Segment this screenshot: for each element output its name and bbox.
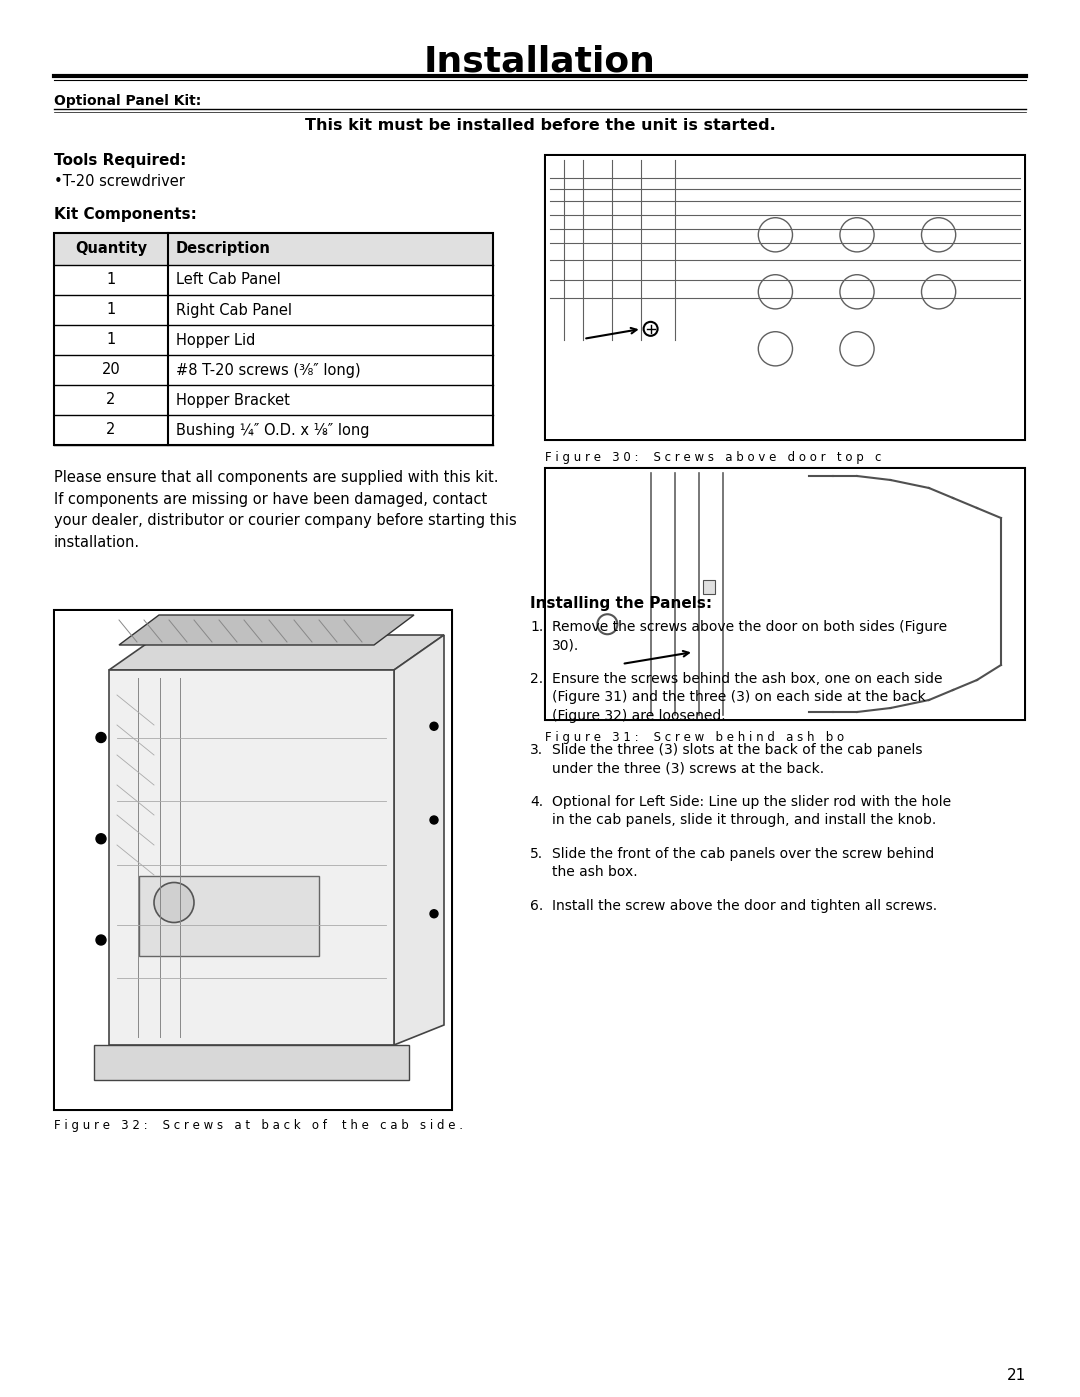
Text: Tools Required:: Tools Required: [54, 154, 187, 169]
Circle shape [154, 883, 194, 922]
Text: 20: 20 [102, 362, 120, 377]
Text: Hopper Lid: Hopper Lid [176, 332, 255, 348]
Text: Kit Components:: Kit Components: [54, 208, 197, 222]
Text: Slide the three (3) slots at the back of the cab panels
under the three (3) scre: Slide the three (3) slots at the back of… [552, 743, 922, 775]
Text: 6.: 6. [530, 900, 543, 914]
Bar [545, 155, 1025, 440]
Text: 4.: 4. [530, 795, 543, 809]
Bar [703, 580, 715, 595]
Text: F i g u r e   3 1 :    S c r e w   b e h i n d   a s h   b o: F i g u r e 3 1 : S c r e w b e h i n d … [545, 731, 845, 743]
Text: 2: 2 [106, 393, 116, 408]
Circle shape [430, 909, 438, 918]
Text: Description: Description [176, 242, 271, 257]
Bar [54, 610, 453, 1111]
Circle shape [96, 935, 106, 944]
Text: 2.: 2. [530, 672, 543, 686]
Bar [109, 671, 394, 1045]
Text: F i g u r e   3 0 :    S c r e w s   a b o v e   d o o r   t o p   c: F i g u r e 3 0 : S c r e w s a b o v e … [545, 450, 881, 464]
Text: 1: 1 [106, 332, 116, 348]
Bar [94, 1045, 409, 1080]
Text: 3.: 3. [530, 743, 543, 757]
Text: Installing the Panels:: Installing the Panels: [530, 597, 712, 610]
Text: Ensure the screws behind the ash box, one on each side
(Figure 31) and the three: Ensure the screws behind the ash box, on… [552, 672, 943, 722]
Text: 1: 1 [106, 303, 116, 317]
Text: Install the screw above the door and tighten all screws.: Install the screw above the door and tig… [552, 900, 937, 914]
Text: Quantity: Quantity [75, 242, 147, 257]
Bar [545, 468, 1025, 719]
Circle shape [96, 834, 106, 844]
Text: F i g u r e   3 2 :    S c r e w s   a t   b a c k   o f    t h e   c a b   s i : F i g u r e 3 2 : S c r e w s a t b a c … [54, 1119, 463, 1133]
Text: Left Cab Panel: Left Cab Panel [176, 272, 281, 288]
Circle shape [96, 732, 106, 742]
Text: Bushing ¼″ O.D. x ⅛″ long: Bushing ¼″ O.D. x ⅛″ long [176, 422, 369, 437]
Bar [546, 469, 1024, 719]
Text: Right Cab Panel: Right Cab Panel [176, 303, 292, 317]
Bar [55, 610, 451, 1109]
Text: 5.: 5. [530, 847, 543, 861]
Circle shape [430, 722, 438, 731]
Polygon shape [109, 636, 444, 671]
Circle shape [430, 816, 438, 824]
Text: #8 T-20 screws (³⁄₈″ long): #8 T-20 screws (³⁄₈″ long) [176, 362, 361, 377]
Circle shape [644, 321, 658, 335]
Text: Optional Panel Kit:: Optional Panel Kit: [54, 94, 201, 108]
Polygon shape [119, 615, 414, 645]
Text: Optional for Left Side: Line up the slider rod with the hole
in the cab panels, : Optional for Left Side: Line up the slid… [552, 795, 951, 827]
Bar [54, 233, 492, 265]
Text: Hopper Bracket: Hopper Bracket [176, 393, 289, 408]
Text: 1.: 1. [530, 620, 543, 634]
Polygon shape [394, 636, 444, 1045]
Text: 1: 1 [106, 272, 116, 288]
Text: •T-20 screwdriver: •T-20 screwdriver [54, 173, 185, 189]
Text: This kit must be installed before the unit is started.: This kit must be installed before the un… [305, 119, 775, 134]
Text: Remove the screws above the door on both sides (Figure
30).: Remove the screws above the door on both… [552, 620, 947, 652]
Bar [546, 156, 1024, 439]
Text: Installation: Installation [424, 45, 656, 80]
Text: 21: 21 [1007, 1368, 1026, 1383]
Bar [54, 233, 492, 446]
Text: 2: 2 [106, 422, 116, 437]
Text: Slide the front of the cab panels over the screw behind
the ash box.: Slide the front of the cab panels over t… [552, 847, 934, 879]
Bar [139, 876, 319, 957]
Text: Please ensure that all components are supplied with this kit.
If components are : Please ensure that all components are su… [54, 469, 516, 550]
